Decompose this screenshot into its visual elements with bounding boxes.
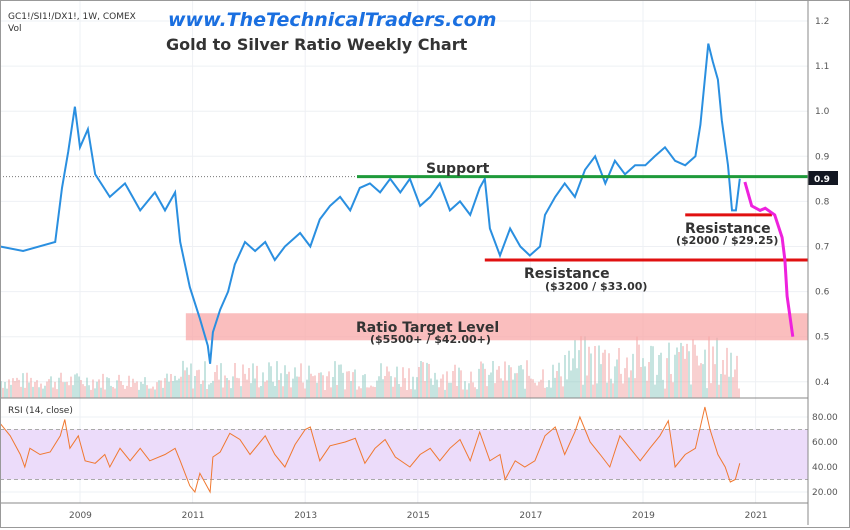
target-label: Ratio Target Level (356, 320, 499, 336)
x-tick-label: 2015 (407, 511, 430, 521)
rsi-axis[interactable]: 80.00 60.00 40.00 20.00 (812, 413, 838, 498)
rsi-tick-label: 80.00 (812, 413, 838, 423)
resistance-1-label: Resistance (685, 221, 771, 237)
y-tick-label: 0.6 (815, 288, 830, 298)
website-watermark: www.TheTechnicalTraders.com (168, 9, 496, 31)
price-axis[interactable]: 1.2 1.1 1.0 0.9 0.8 0.7 0.6 0.5 0.4 (815, 17, 830, 388)
y-tick-label: 1.2 (815, 17, 829, 27)
y-tick-label: 1.1 (815, 62, 829, 72)
resistance-2-label: Resistance (524, 266, 610, 282)
y-tick-label: 0.4 (815, 378, 830, 388)
support-label: Support (426, 161, 490, 177)
x-tick-label: 2013 (294, 511, 317, 521)
rsi-tick-label: 60.00 (812, 438, 838, 448)
rsi-label: RSI (14, close) (8, 406, 73, 416)
y-tick-label: 0.9 (815, 152, 830, 162)
target-sub: ($5500+ / $42.00+) (370, 333, 491, 346)
price-series-line (0, 43, 741, 364)
volume-bars (0, 336, 740, 398)
resistance-1-sub: ($2000 / $29.25) (676, 234, 778, 247)
x-tick-label: 2009 (69, 511, 92, 521)
x-tick-label: 2017 (519, 511, 542, 521)
rsi-series-line (0, 406, 741, 494)
y-tick-label: 0.5 (815, 333, 829, 343)
rsi-band (0, 429, 808, 480)
current-price-value: 0.9 (814, 175, 830, 185)
symbol-label: GC1!/SI1!/DX1!, 1W, COMEX (8, 12, 136, 22)
y-tick-label: 0.7 (815, 243, 829, 253)
chart-title: Gold to Silver Ratio Weekly Chart (166, 35, 468, 54)
projection-line (743, 181, 795, 337)
time-axis[interactable]: 2009 2011 2013 2015 2017 2019 2021 (69, 511, 768, 521)
y-tick-label: 1.0 (815, 107, 830, 117)
rsi-tick-label: 40.00 (812, 463, 838, 473)
y-tick-label: 0.8 (815, 197, 830, 207)
x-tick-label: 2021 (745, 511, 768, 521)
current-price-badge (808, 171, 838, 185)
x-tick-label: 2011 (182, 511, 205, 521)
vol-label: Vol (8, 24, 21, 34)
resistance-2-sub: ($3200 / $33.00) (545, 280, 647, 293)
rsi-tick-label: 20.00 (812, 488, 838, 498)
x-tick-label: 2019 (632, 511, 655, 521)
ratio-target-band (185, 313, 808, 341)
